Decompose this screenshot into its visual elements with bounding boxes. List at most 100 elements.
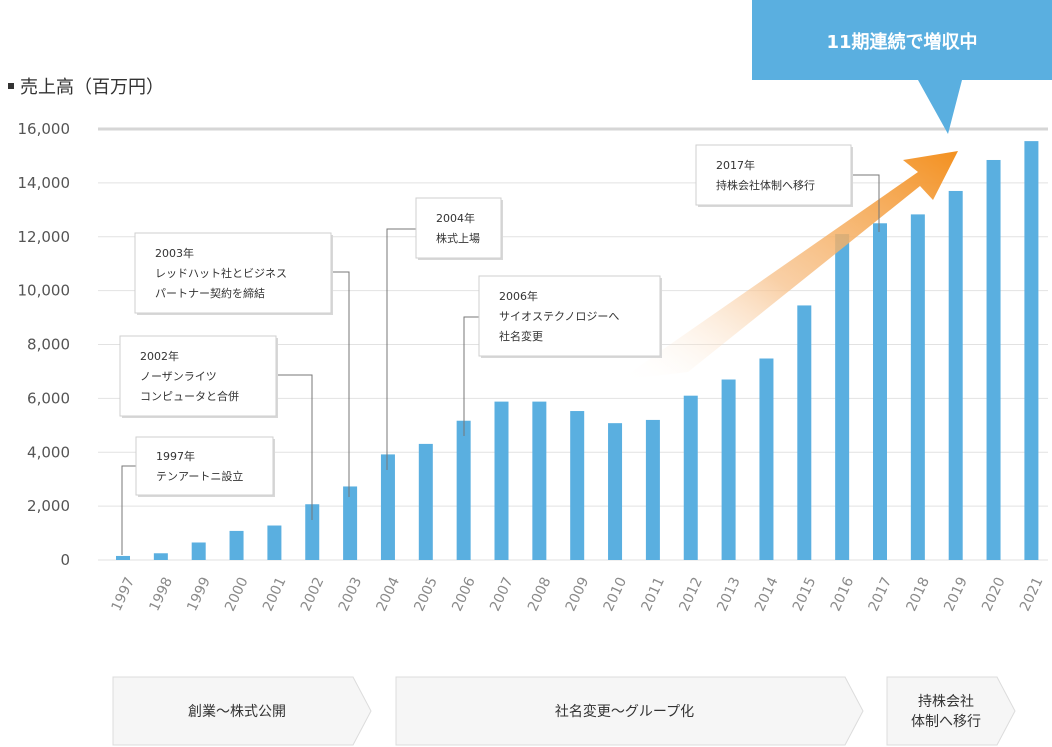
phase-label: 創業〜株式公開 xyxy=(188,704,286,720)
annotation-box xyxy=(695,144,852,206)
bar-2011 xyxy=(645,419,660,560)
annotation-leader-line xyxy=(276,374,313,520)
x-tick-label: 2002 xyxy=(298,575,328,614)
annotation-box xyxy=(415,197,502,259)
x-tick-label: 2012 xyxy=(676,575,706,614)
bar-2008 xyxy=(532,401,547,560)
highlight-callout: 11期連続で増収中 xyxy=(752,0,1052,134)
annotation-box xyxy=(135,436,274,496)
y-tick-label: 8,000 xyxy=(27,336,70,354)
phase-timeline: 創業〜株式公開 社名変更〜グループ化 持株会社体制へ移行 xyxy=(112,676,1016,746)
x-tick-label: 2005 xyxy=(411,575,441,614)
y-tick-label: 4,000 xyxy=(27,443,70,461)
annotation-leader-line xyxy=(851,174,880,232)
growth-arrow xyxy=(620,151,958,380)
bar-2009 xyxy=(570,411,585,560)
callout-text: 11期連続で増収中 xyxy=(826,31,977,53)
growth-arrow-shape xyxy=(620,151,958,380)
phase-label: 体制へ移行 xyxy=(911,714,981,730)
legend-title: 売上高（百万円） xyxy=(20,77,164,98)
y-tick-label: 2,000 xyxy=(27,497,70,515)
bar-2010 xyxy=(608,423,623,560)
annotation-box xyxy=(119,335,277,417)
annotation-text: 1997年 xyxy=(156,449,195,463)
phase-arrow xyxy=(886,676,1016,746)
x-axis: 1997 1998 1999 2000 2001 2002 2003 2004 2005 2006… xyxy=(109,575,1047,614)
bar-2021 xyxy=(1024,141,1039,560)
y-tick-label: 0 xyxy=(60,551,70,569)
phase-1: 創業〜株式公開 xyxy=(112,676,372,746)
annotation-text: コンピュータと合併 xyxy=(140,389,239,403)
x-tick-label: 2004 xyxy=(374,575,404,614)
bar-2019 xyxy=(948,190,963,561)
bar-2012 xyxy=(683,395,698,560)
x-tick-label: 2007 xyxy=(487,575,517,614)
bar-2001 xyxy=(267,525,282,560)
bar-2017 xyxy=(873,223,887,560)
bar-2014 xyxy=(759,358,774,560)
annotation-text: 2006年 xyxy=(499,289,538,303)
x-tick-label: 2003 xyxy=(336,575,366,614)
bar-2004 xyxy=(380,454,395,560)
bar-2018 xyxy=(910,214,925,560)
legend: 売上高（百万円） xyxy=(8,77,164,98)
x-tick-label: 1997 xyxy=(109,575,139,614)
x-tick-label: 2000 xyxy=(222,575,252,614)
x-tick-label: 2008 xyxy=(525,575,555,614)
x-tick-label: 2001 xyxy=(260,575,290,614)
legend-marker xyxy=(8,83,14,89)
bar-2016 xyxy=(835,234,850,560)
annotation-text: 持株会社体制へ移行 xyxy=(716,178,815,192)
phase-arrow xyxy=(112,676,372,746)
annotation-text: 2003年 xyxy=(155,246,194,260)
bar-2013 xyxy=(721,379,736,560)
callout-shape xyxy=(752,0,1052,134)
bar-1997 xyxy=(116,555,130,560)
annotation-text: 社名変更 xyxy=(499,329,543,343)
bar-1998 xyxy=(153,553,168,560)
y-tick-label: 10,000 xyxy=(18,282,71,300)
phase-label: 持株会社 xyxy=(918,694,974,710)
annotation-leader-line xyxy=(463,316,479,436)
bar-1999 xyxy=(191,542,206,560)
x-tick-label: 2020 xyxy=(979,575,1009,614)
annotation-text: 2004年 xyxy=(436,211,475,225)
y-tick-label: 16,000 xyxy=(18,120,71,138)
bar-2015 xyxy=(797,305,812,560)
x-tick-label: 1999 xyxy=(184,575,214,614)
annotation-text: 株式上場 xyxy=(436,231,480,245)
annotation-leader-line xyxy=(386,228,416,470)
annotation-leader-line xyxy=(331,271,350,497)
annotation-text: テンアートニ設立 xyxy=(156,469,243,483)
x-tick-label: 2021 xyxy=(1017,575,1047,614)
x-tick-label: 2010 xyxy=(601,575,631,614)
bar-2007 xyxy=(494,401,509,560)
phase-2: 社名変更〜グループ化 xyxy=(395,676,864,746)
annotation-leader-line xyxy=(121,465,136,555)
annotation-box xyxy=(478,275,661,357)
bar-2020 xyxy=(986,159,1001,560)
x-tick-label: 2006 xyxy=(449,575,479,614)
annotation-text: レッドハット社とビジネス xyxy=(155,266,287,280)
bar-2006 xyxy=(456,420,471,560)
phase-arrow xyxy=(395,676,864,746)
annotation-text: 2002年 xyxy=(140,349,179,363)
bar-2002 xyxy=(305,504,320,560)
x-tick-label: 2017 xyxy=(866,575,896,614)
x-tick-label: 2019 xyxy=(941,575,971,614)
x-tick-label: 2013 xyxy=(714,575,744,614)
phase-label: 社名変更〜グループ化 xyxy=(555,703,694,720)
x-tick-label: 2015 xyxy=(790,575,820,614)
y-tick-label: 14,000 xyxy=(18,174,71,192)
bar-2000 xyxy=(229,530,244,560)
bar-2005 xyxy=(418,443,433,560)
annotation-box xyxy=(134,232,332,314)
x-tick-label: 2018 xyxy=(903,575,933,614)
